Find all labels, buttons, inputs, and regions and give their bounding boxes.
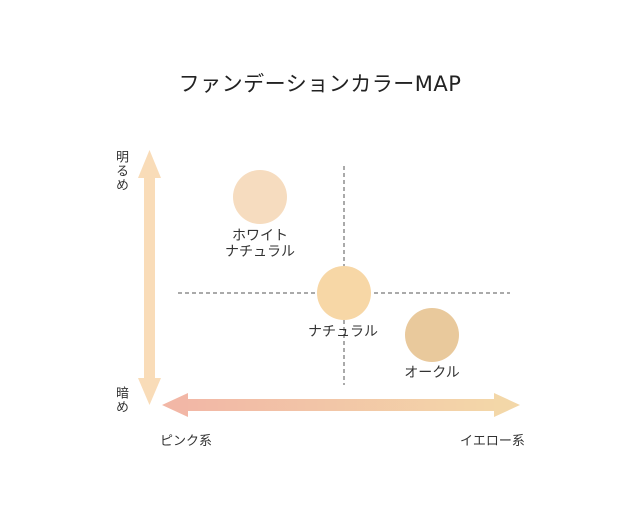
axis-label-yellow: イエロー系 (460, 434, 525, 449)
shade-label-natural: ナチュラル (308, 324, 378, 340)
vertical-brightness-arrow (138, 150, 161, 405)
map-title: ファンデーションカラーMAP (178, 72, 462, 96)
shade-label-ochre: オークル (404, 365, 460, 381)
axis-label-dark: 暗め (113, 386, 128, 414)
shade-label-line: ナチュラル (308, 324, 378, 340)
shade-circle-ochre (405, 308, 459, 362)
axis-label-bright: 明るめ (113, 150, 128, 192)
horizontal-tone-arrow (162, 393, 520, 417)
shade-circle-natural (317, 266, 371, 320)
shade-label-line: ナチュラル (225, 244, 295, 260)
shade-label-line: オークル (404, 365, 460, 381)
shade-label-white-natural: ホワイト ナチュラル (225, 228, 295, 260)
shade-circle-white-natural (233, 170, 287, 224)
axis-label-pink: ピンク系 (160, 434, 213, 449)
shade-label-line: ホワイト (232, 228, 288, 244)
